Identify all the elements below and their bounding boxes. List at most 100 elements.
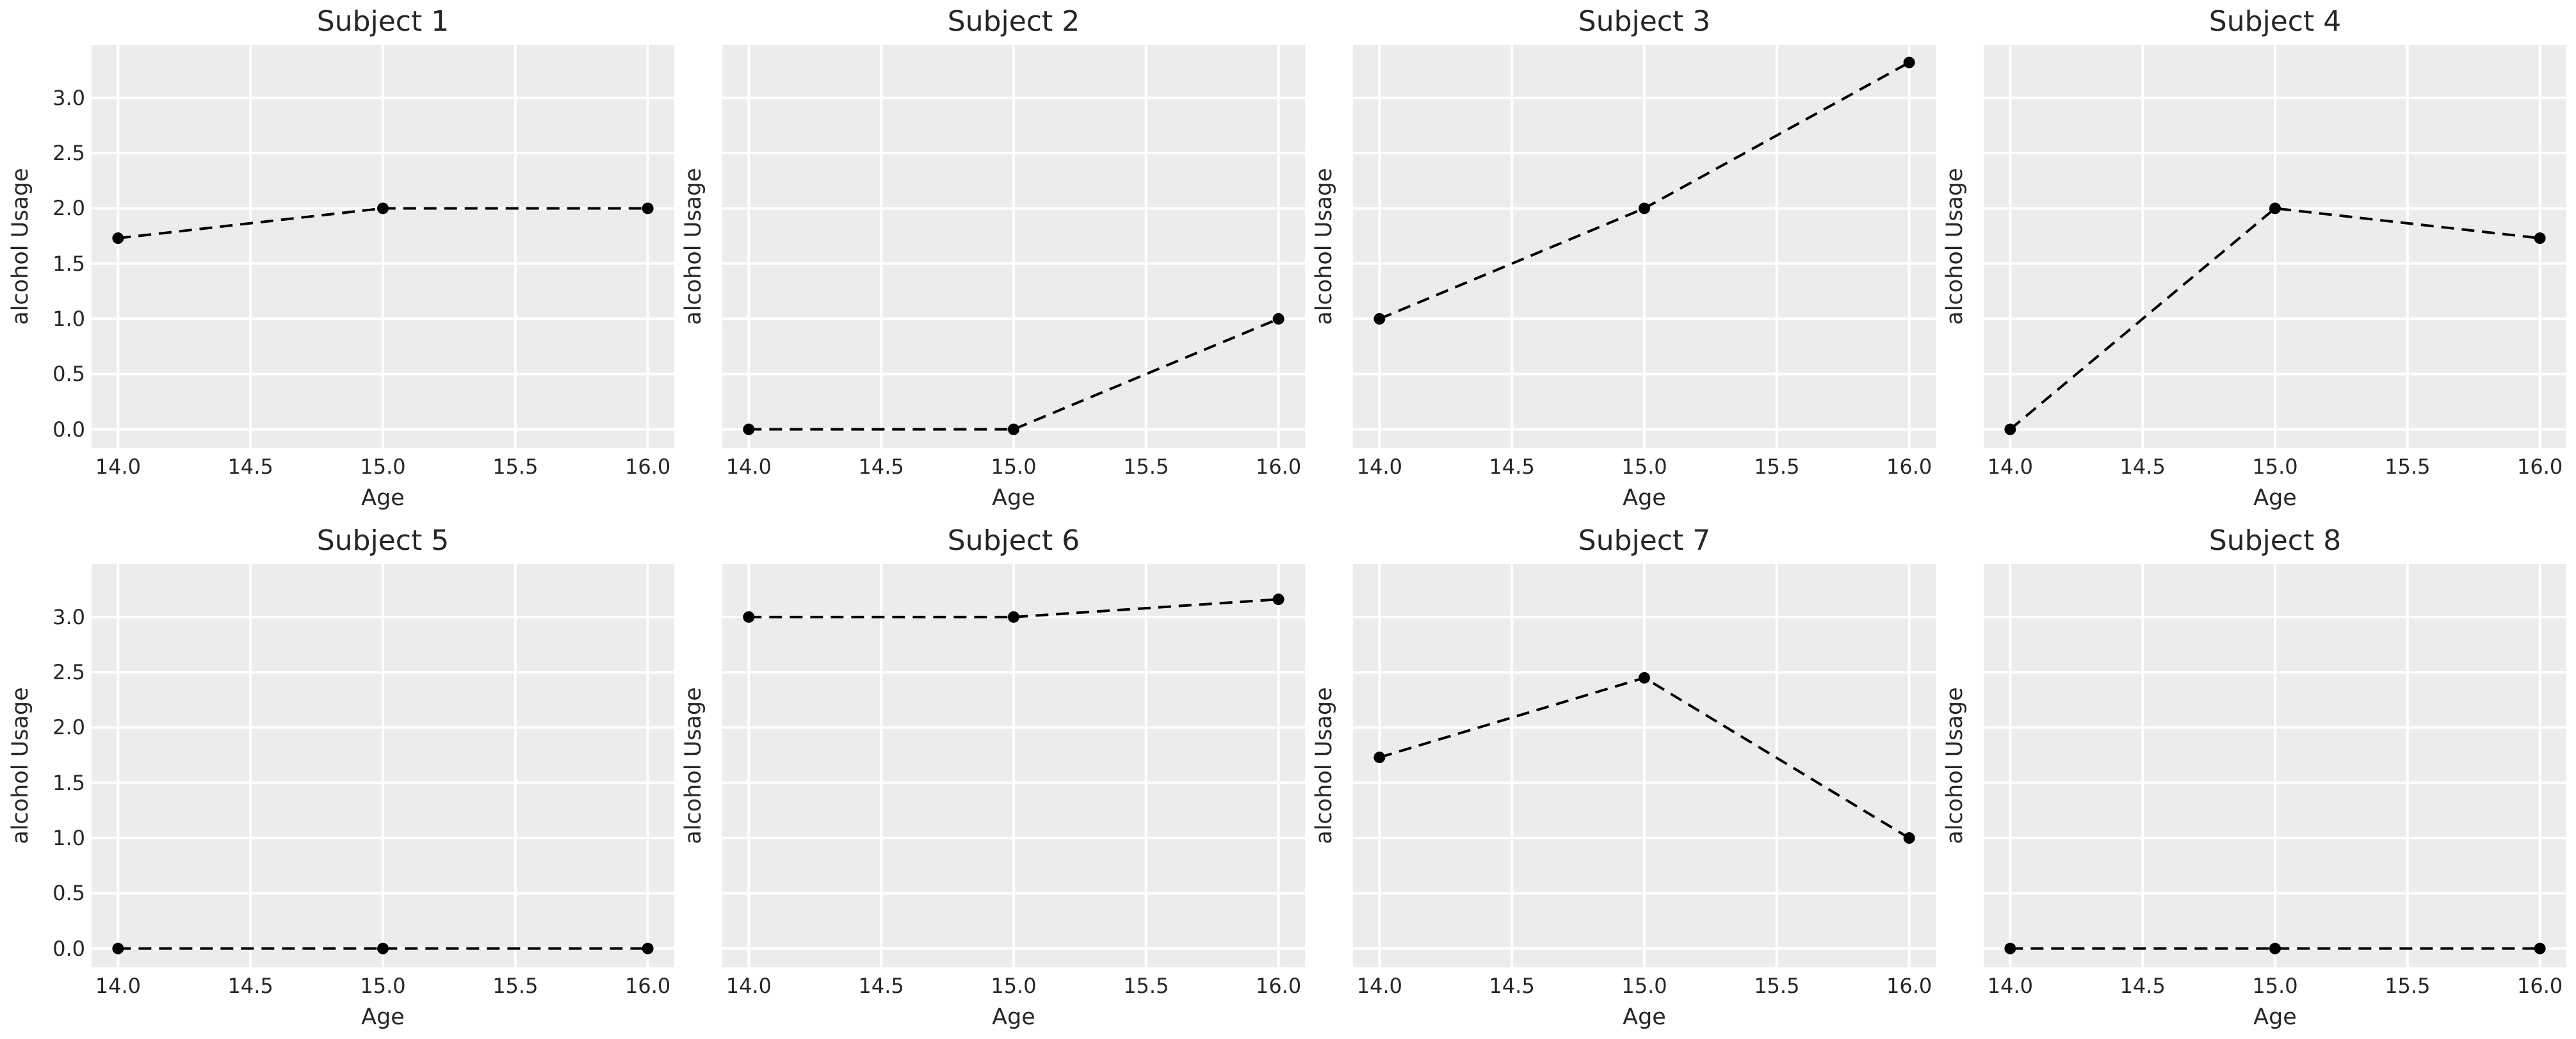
y-tick-label: 2.5 — [53, 141, 85, 166]
x-tick-label: 14.5 — [227, 974, 273, 998]
x-tick-label: 16.0 — [2517, 974, 2563, 998]
data-point-marker — [1008, 423, 1019, 435]
y-tick-label: 0.0 — [53, 417, 85, 442]
subplot-title: Subject 3 — [1578, 5, 1711, 38]
x-tick-label: 16.0 — [1886, 974, 1932, 998]
x-tick-label: 15.5 — [492, 974, 539, 998]
y-tick-label: 1.0 — [53, 307, 85, 332]
data-point-marker — [1639, 672, 1650, 684]
x-tick-label: 14.0 — [1356, 974, 1402, 998]
y-axis-label: alcohol Usage — [681, 687, 706, 844]
x-tick-label: 14.0 — [95, 455, 141, 479]
x-tick-label: 15.5 — [1123, 974, 1169, 998]
data-point-marker — [1272, 313, 1284, 325]
subplot-title: Subject 5 — [316, 524, 450, 557]
x-tick-label: 15.0 — [1621, 974, 1667, 998]
y-axis-label: alcohol Usage — [1311, 168, 1337, 325]
y-axis-label: alcohol Usage — [1942, 168, 1968, 325]
plot-area — [722, 45, 1305, 448]
x-tick-label: 14.5 — [2119, 455, 2166, 479]
x-tick-label: 15.0 — [991, 974, 1037, 998]
x-tick-label: 16.0 — [625, 455, 671, 479]
y-tick-label: 2.0 — [53, 196, 85, 221]
plot-area — [1984, 45, 2566, 448]
subplot-title: Subject 4 — [2208, 5, 2342, 38]
x-tick-label: 15.0 — [360, 974, 406, 998]
data-point-marker — [2269, 942, 2281, 954]
x-tick-label: 14.5 — [1489, 455, 1535, 479]
x-tick-label: 14.5 — [227, 455, 273, 479]
x-tick-label: 14.0 — [1987, 974, 2033, 998]
x-axis-label: Age — [2253, 485, 2297, 511]
y-axis-label: alcohol Usage — [8, 168, 33, 325]
data-point-marker — [743, 611, 755, 623]
data-point-marker — [112, 232, 124, 245]
x-axis-label: Age — [992, 1004, 1035, 1030]
x-tick-label: 15.5 — [2385, 455, 2431, 479]
plot-area — [92, 564, 674, 967]
data-line — [749, 318, 1279, 431]
data-point-marker — [1639, 202, 1650, 214]
data-point-marker — [1008, 611, 1019, 623]
x-axis-label: Age — [2253, 1004, 2297, 1030]
data-point-marker — [377, 202, 389, 214]
data-point-marker — [1373, 752, 1386, 764]
x-tick-label: 15.5 — [1754, 455, 1800, 479]
data-point-marker — [2004, 423, 2016, 435]
plot-area — [92, 45, 674, 448]
x-tick-label: 15.0 — [2252, 455, 2298, 479]
y-tick-label: 1.5 — [53, 770, 85, 795]
y-tick-label: 3.0 — [53, 85, 85, 110]
data-point-marker — [2269, 202, 2281, 214]
y-tick-label: 0.0 — [53, 936, 85, 961]
x-tick-label: 15.0 — [1621, 455, 1667, 479]
y-tick-label: 2.0 — [53, 715, 85, 740]
x-axis-label: Age — [361, 485, 405, 511]
x-tick-label: 14.0 — [1356, 455, 1402, 479]
plot-area — [1984, 564, 2566, 967]
x-tick-label: 15.5 — [1754, 974, 1800, 998]
data-point-marker — [1903, 832, 1915, 844]
y-tick-label: 3.0 — [53, 604, 85, 629]
data-point-marker — [377, 942, 389, 954]
x-tick-label: 15.5 — [2385, 974, 2431, 998]
x-tick-label: 15.5 — [492, 455, 539, 479]
x-axis-label: Age — [1623, 1004, 1666, 1030]
x-tick-label: 15.5 — [1123, 455, 1169, 479]
x-tick-label: 14.0 — [725, 455, 772, 479]
y-tick-label: 1.5 — [53, 251, 85, 276]
data-point-marker — [2534, 232, 2546, 245]
x-tick-label: 14.0 — [1987, 455, 2033, 479]
subplot-title: Subject 2 — [947, 5, 1080, 38]
data-point-marker — [1272, 593, 1284, 606]
x-tick-label: 16.0 — [1256, 455, 1302, 479]
y-axis-label: alcohol Usage — [1311, 687, 1337, 844]
x-tick-label: 14.0 — [95, 974, 141, 998]
subplot-title: Subject 8 — [2208, 524, 2342, 557]
x-tick-label: 14.0 — [725, 974, 772, 998]
x-tick-label: 14.5 — [2119, 974, 2166, 998]
data-point-marker — [2004, 942, 2016, 954]
x-tick-label: 14.5 — [858, 455, 904, 479]
data-point-marker — [642, 202, 654, 214]
data-point-marker — [743, 423, 755, 435]
plot-area — [1353, 45, 1936, 448]
y-tick-label: 0.5 — [53, 881, 85, 906]
x-axis-label: Age — [992, 485, 1035, 511]
x-tick-label: 15.0 — [360, 455, 406, 479]
plot-area — [1353, 564, 1936, 967]
x-tick-label: 14.5 — [858, 974, 904, 998]
x-tick-label: 16.0 — [1256, 974, 1302, 998]
x-axis-label: Age — [1623, 485, 1666, 511]
plot-area — [722, 564, 1305, 967]
subplot-title: Subject 6 — [947, 524, 1080, 557]
x-tick-label: 15.0 — [2252, 974, 2298, 998]
x-tick-label: 16.0 — [1886, 455, 1932, 479]
x-tick-label: 14.5 — [1489, 974, 1535, 998]
y-axis-label: alcohol Usage — [1942, 687, 1968, 844]
data-point-marker — [112, 942, 124, 954]
subplot-title: Subject 1 — [316, 5, 450, 38]
subplot-title: Subject 7 — [1578, 524, 1711, 557]
y-tick-label: 2.5 — [53, 660, 85, 685]
